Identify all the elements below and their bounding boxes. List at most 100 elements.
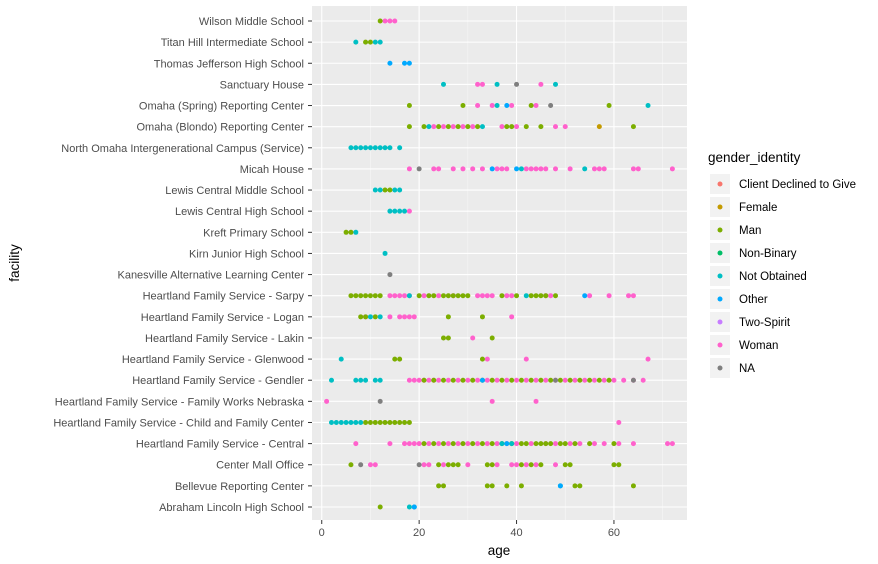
data-point (333, 419, 339, 425)
data-point (591, 166, 597, 172)
legend-title: gender_identity (708, 150, 801, 165)
data-point (601, 441, 607, 447)
data-point (416, 293, 422, 299)
data-point (377, 39, 383, 45)
data-point (523, 293, 529, 299)
y-tick-label: Heartland Family Service - Family Works … (55, 396, 305, 408)
data-point (626, 293, 632, 299)
legend-key-dot (717, 365, 723, 371)
data-point (372, 419, 378, 425)
data-point (484, 356, 490, 362)
data-point (406, 441, 412, 447)
y-tick-label: Sanctuary House (220, 79, 304, 91)
data-point (630, 483, 636, 489)
data-point (436, 166, 442, 172)
data-point (475, 81, 481, 87)
data-point (562, 441, 568, 447)
data-point (348, 293, 354, 299)
data-point (455, 293, 461, 299)
data-point (363, 377, 369, 383)
data-point (436, 441, 442, 447)
data-point (377, 18, 383, 24)
data-point (406, 504, 412, 510)
data-point (406, 103, 412, 109)
data-point (397, 419, 403, 425)
y-tick-label: Heartland Family Service - Sarpy (143, 291, 305, 303)
data-point (338, 419, 344, 425)
data-point (387, 208, 393, 214)
data-point (421, 441, 427, 447)
data-point (523, 441, 529, 447)
legend-key-dot (717, 342, 723, 348)
data-point (445, 335, 451, 341)
data-point (460, 124, 466, 130)
data-point (372, 462, 378, 468)
data-point (397, 187, 403, 193)
data-point (528, 166, 534, 172)
data-points (324, 18, 675, 510)
data-point (402, 441, 408, 447)
data-point (436, 462, 442, 468)
data-point (562, 462, 568, 468)
data-point (504, 166, 510, 172)
data-point (406, 166, 412, 172)
data-point (533, 462, 539, 468)
data-point (562, 377, 568, 383)
data-point (348, 462, 354, 468)
data-point (577, 441, 583, 447)
y-tick-label: Omaha (Spring) Reporting Center (139, 101, 304, 113)
data-point (494, 377, 500, 383)
data-point (523, 377, 529, 383)
data-point (402, 208, 408, 214)
data-point (353, 39, 359, 45)
data-point (567, 377, 573, 383)
y-tick-label: Heartland Family Service - Logan (141, 312, 304, 324)
data-point (509, 377, 515, 383)
data-point (533, 441, 539, 447)
data-point (528, 293, 534, 299)
data-point (402, 293, 408, 299)
data-point (499, 293, 505, 299)
data-point (450, 462, 456, 468)
data-point (377, 398, 383, 404)
data-point (387, 145, 393, 151)
data-point (538, 81, 544, 87)
data-point (363, 314, 369, 320)
data-point (445, 462, 451, 468)
y-tick-label: Heartland Family Service - Child and Fam… (53, 417, 304, 429)
y-tick-label: Abraham Lincoln High School (159, 502, 304, 514)
data-point (440, 81, 446, 87)
data-point (533, 103, 539, 109)
legend-key-dot (717, 181, 723, 187)
legend-key-dot (717, 273, 723, 279)
y-tick-label: Heartland Family Service - Gendler (132, 375, 304, 387)
data-point (504, 441, 510, 447)
data-point (606, 377, 612, 383)
data-point (479, 441, 485, 447)
data-point (372, 314, 378, 320)
legend-key-dot (717, 250, 723, 256)
data-point (518, 377, 524, 383)
data-point (630, 377, 636, 383)
data-point (387, 18, 393, 24)
data-point (426, 124, 432, 130)
data-point (630, 124, 636, 130)
data-point (450, 293, 456, 299)
data-point (387, 293, 393, 299)
data-point (533, 166, 539, 172)
data-point (440, 483, 446, 489)
data-point (426, 441, 432, 447)
data-point (387, 60, 393, 66)
y-tick-label: Wilson Middle School (199, 16, 304, 28)
data-point (367, 293, 373, 299)
data-point (557, 441, 563, 447)
data-point (445, 124, 451, 130)
data-point (543, 166, 549, 172)
data-point (514, 124, 520, 130)
data-point (440, 335, 446, 341)
data-point (499, 377, 505, 383)
data-point (645, 103, 651, 109)
data-point (538, 462, 544, 468)
data-point (509, 103, 515, 109)
data-point (382, 250, 388, 256)
